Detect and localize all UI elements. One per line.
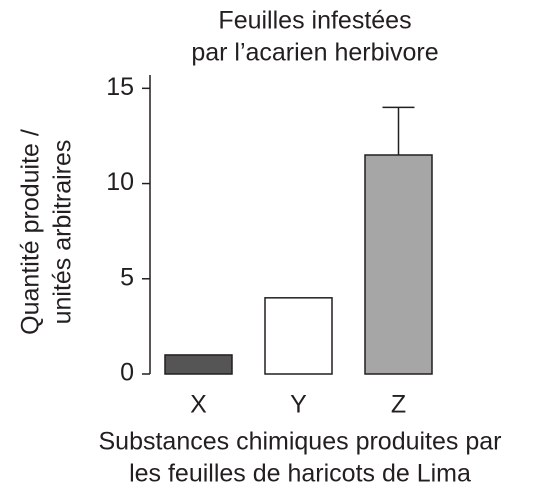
bar <box>364 154 433 375</box>
y-axis-label: Quantité produite / <box>17 129 45 335</box>
y-tick-label: 5 <box>120 263 134 291</box>
chart-title: Feuilles infestées <box>218 7 411 35</box>
y-axis-label: unités arbitraires <box>49 140 77 325</box>
bar <box>164 354 233 375</box>
x-tick-label: X <box>190 391 207 419</box>
x-axis-label: les feuilles de haricots de Lima <box>129 460 471 488</box>
y-tick-label: 0 <box>120 359 134 387</box>
x-axis-label: Substances chimiques produites par <box>98 428 501 456</box>
error-bar <box>382 106 415 155</box>
y-tick-label: 15 <box>106 73 134 101</box>
bar <box>264 297 333 375</box>
x-tick-label: Y <box>290 391 307 419</box>
x-tick-label: Z <box>391 391 406 419</box>
y-tick-label: 10 <box>106 168 134 196</box>
chart-title: par l’acarien herbivore <box>191 39 438 67</box>
